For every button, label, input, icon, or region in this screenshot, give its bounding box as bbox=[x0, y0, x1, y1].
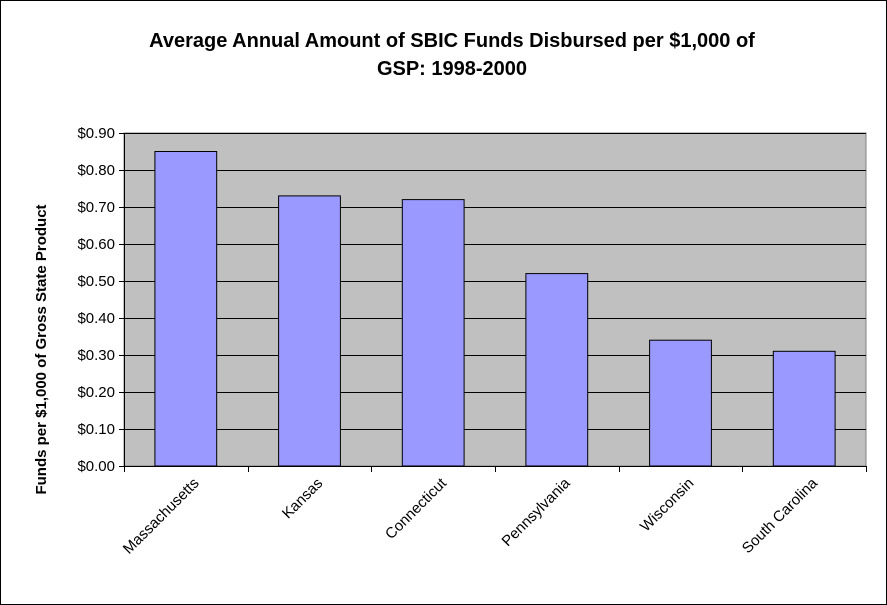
x-tick-label: Wisconsin bbox=[637, 475, 697, 535]
gridlines bbox=[124, 133, 866, 430]
axes bbox=[119, 133, 867, 472]
bar-wisconsin bbox=[649, 339, 712, 467]
y-tick-label: $0.10 bbox=[77, 421, 115, 438]
chart-title-line-1: Average Annual Amount of SBIC Funds Disb… bbox=[149, 30, 755, 52]
chart-title: Average Annual Amount of SBIC Funds Disb… bbox=[149, 30, 755, 80]
y-tick-label: $0.40 bbox=[77, 310, 115, 327]
plot-area bbox=[123, 132, 867, 467]
y-tick-label: $0.80 bbox=[77, 162, 115, 179]
bar-kansas bbox=[278, 195, 341, 467]
x-tick-label: Connecticut bbox=[382, 474, 451, 543]
bar-connecticut bbox=[401, 199, 465, 467]
bars bbox=[154, 151, 836, 467]
y-tick-label: $0.50 bbox=[77, 273, 115, 290]
y-axis-label: Funds per $1,000 of Gross State Product bbox=[33, 204, 50, 494]
y-tick-label: $0.90 bbox=[77, 125, 115, 142]
y-tick-label: $0.20 bbox=[77, 384, 115, 401]
y-tick-label: $0.30 bbox=[77, 347, 115, 364]
x-tick-label: Kansas bbox=[279, 475, 326, 522]
y-tick-label: $0.60 bbox=[77, 236, 115, 253]
bar-massachusetts bbox=[154, 151, 218, 467]
bar-south-carolina bbox=[772, 350, 836, 467]
y-tick-label: $0.00 bbox=[77, 458, 115, 475]
x-tick-label: Massachusetts bbox=[120, 475, 203, 558]
x-tick-labels: Massachusetts Kansas Connecticut Pennsylvan… bbox=[120, 474, 822, 557]
y-tick-labels: $0.00 $0.10 $0.20 $0.30 $0.40 $0.50 $0.60 $0.70… bbox=[77, 125, 115, 475]
x-tick-label: South Carolina bbox=[739, 474, 822, 557]
chart-title-line-2: GSP: 1998-2000 bbox=[377, 58, 527, 80]
x-tick-label: Pennsylvania bbox=[499, 474, 575, 550]
bar-pennsylvania bbox=[525, 273, 589, 467]
y-tick-label: $0.70 bbox=[77, 199, 115, 216]
